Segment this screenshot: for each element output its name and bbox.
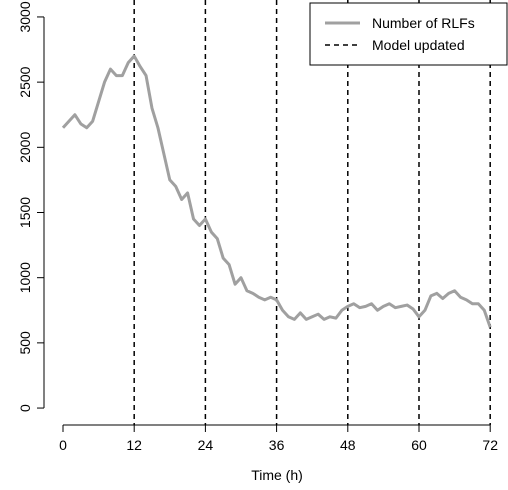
y-tick-label: 1000: [17, 262, 33, 293]
y-tick-label: 3000: [17, 1, 33, 32]
data-line: [61, 54, 492, 328]
x-tick-label: 24: [198, 437, 214, 453]
x-axis-label: Time (h): [251, 467, 303, 483]
x-tick-label: 0: [59, 437, 67, 453]
y-tick-label: 0: [17, 404, 33, 412]
y-tick-label: 500: [17, 331, 33, 355]
y-tick-label: 1500: [17, 197, 33, 228]
x-tick-label: 12: [126, 437, 142, 453]
x-tick-label: 60: [411, 437, 427, 453]
y-tick-label: 2500: [17, 66, 33, 97]
y-tick-label: 2000: [17, 132, 33, 163]
x-tick-label: 48: [340, 437, 356, 453]
x-tick-label: 36: [269, 437, 285, 453]
legend-label: Model updated: [372, 37, 465, 53]
legend-box: [309, 2, 508, 66]
legend-label: Number of RLFs: [372, 15, 475, 31]
x-tick-label: 72: [482, 437, 498, 453]
